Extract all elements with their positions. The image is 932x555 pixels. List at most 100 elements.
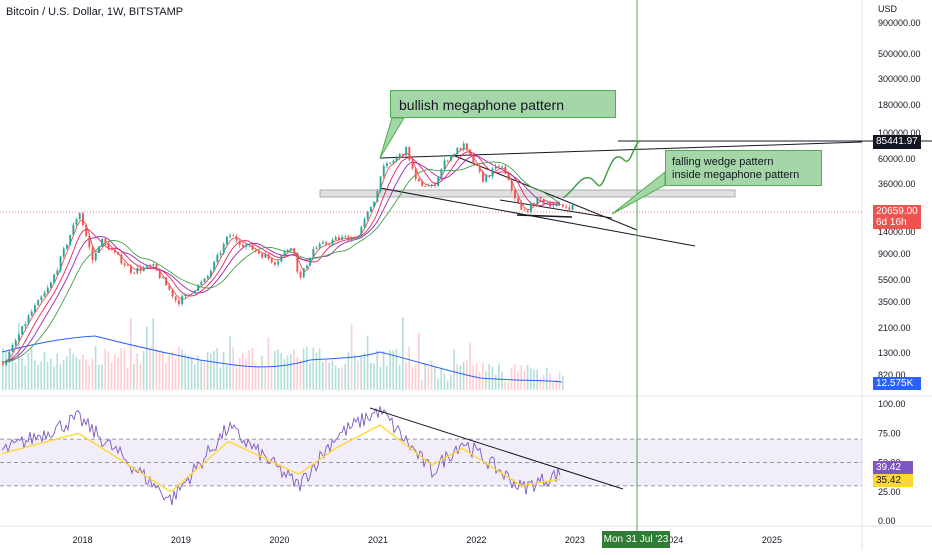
candle-body xyxy=(360,227,363,236)
candle-body xyxy=(72,224,75,236)
candle-body xyxy=(184,293,187,297)
volume-bar xyxy=(18,322,20,390)
volume-bar xyxy=(158,351,161,390)
time-tick-label: 2018 xyxy=(72,535,92,545)
candle-body xyxy=(318,243,321,248)
candle-body xyxy=(434,184,436,186)
target-price-tag: 85441.97 xyxy=(873,135,921,149)
volume-bar xyxy=(296,357,298,390)
candle-body xyxy=(542,198,545,204)
candle-body xyxy=(238,240,241,245)
volume-bar xyxy=(517,371,519,390)
volume-bar xyxy=(50,358,52,390)
candle-body xyxy=(165,277,168,286)
candle-body xyxy=(485,175,488,182)
volume-bar xyxy=(510,368,513,390)
rsi-tick-label: 100.00 xyxy=(878,399,906,409)
candle-body xyxy=(408,146,411,161)
volume-bar xyxy=(286,355,289,390)
volume-bar xyxy=(46,361,49,390)
candle-body xyxy=(414,168,417,179)
volume-bar xyxy=(66,356,68,390)
candle-body xyxy=(565,206,568,208)
volume-bar xyxy=(110,362,113,390)
candle-body xyxy=(104,238,107,244)
volume-bar xyxy=(427,366,430,390)
volume-bar xyxy=(75,356,78,390)
volume-bar xyxy=(392,350,394,390)
volume-bar xyxy=(312,347,314,390)
candle-body xyxy=(533,202,536,206)
volume-bar xyxy=(114,354,116,390)
volume-bar xyxy=(430,360,433,390)
current-price-value: 20659.00 xyxy=(876,206,918,217)
price-tick-label: 60000.00 xyxy=(878,154,916,164)
volume-bar xyxy=(78,359,81,390)
volume-bar xyxy=(88,365,90,390)
candle-body xyxy=(402,153,404,156)
candle-body xyxy=(174,296,177,301)
volume-bar xyxy=(299,360,302,390)
volume-bar xyxy=(501,371,503,390)
candle-body xyxy=(43,292,46,297)
candle-body xyxy=(277,261,280,265)
volume-bar xyxy=(216,347,218,390)
candle-body xyxy=(315,247,318,250)
time-tick-label: 2021 xyxy=(368,535,388,545)
candle-body xyxy=(190,293,193,295)
volume-bar xyxy=(194,364,196,390)
candle-body xyxy=(507,173,510,180)
volume-bar xyxy=(5,351,7,390)
price-tick-label: 9000.00 xyxy=(878,249,911,259)
candle-body xyxy=(264,254,267,258)
candle-body xyxy=(341,236,344,240)
volume-bar xyxy=(238,357,241,390)
candle-body xyxy=(363,219,366,228)
time-tick-label: 2025 xyxy=(762,535,782,545)
moving-average-line xyxy=(1,155,561,363)
volume-bar xyxy=(21,357,23,390)
volume-bar xyxy=(328,362,330,390)
time-tick-label: 2019 xyxy=(171,535,191,545)
candle-body xyxy=(530,202,532,212)
candle-body xyxy=(546,202,548,204)
price-tick-label: 100000.00 xyxy=(878,128,921,138)
rsi-ma-value: 35.42 xyxy=(876,475,902,486)
candle-body xyxy=(11,345,14,352)
volume-bar xyxy=(27,352,30,390)
rsi-line xyxy=(1,406,561,506)
time-tick-label: 2022 xyxy=(466,535,486,545)
volume-bar xyxy=(126,367,129,390)
candle-body xyxy=(30,311,33,316)
candle-body xyxy=(469,149,472,155)
candle-body xyxy=(178,300,180,305)
candle-body xyxy=(187,293,190,295)
volume-bar xyxy=(187,355,190,390)
volume-bar xyxy=(30,347,33,390)
volume-bar xyxy=(418,333,420,390)
volume-bar xyxy=(475,363,478,390)
volume-bar xyxy=(117,357,119,390)
callout-wedge[interactable]: falling wedge pattern inside megaphone p… xyxy=(665,150,822,186)
volume-bar xyxy=(270,365,273,390)
candle-body xyxy=(37,300,40,306)
candle-body xyxy=(200,281,203,285)
volume-bar xyxy=(136,353,138,390)
volume-bar xyxy=(258,366,260,390)
candle-body xyxy=(8,351,11,362)
volume-bar xyxy=(184,353,186,390)
candle-body xyxy=(446,160,449,162)
candle-body xyxy=(59,256,62,271)
candle-body xyxy=(501,166,504,168)
rsi-tick-label: 0.00 xyxy=(878,516,896,526)
volume-bar xyxy=(539,378,542,390)
volume-bar xyxy=(11,352,14,390)
price-tick-label: 14000.00 xyxy=(878,227,916,237)
candle-body xyxy=(430,184,433,186)
candle-body xyxy=(98,246,100,254)
callout-megaphone[interactable]: bullish megaphone pattern xyxy=(390,90,616,118)
volume-bar xyxy=(274,350,276,390)
candle-body xyxy=(325,242,328,245)
price-tick-label: 2100.00 xyxy=(878,323,911,333)
